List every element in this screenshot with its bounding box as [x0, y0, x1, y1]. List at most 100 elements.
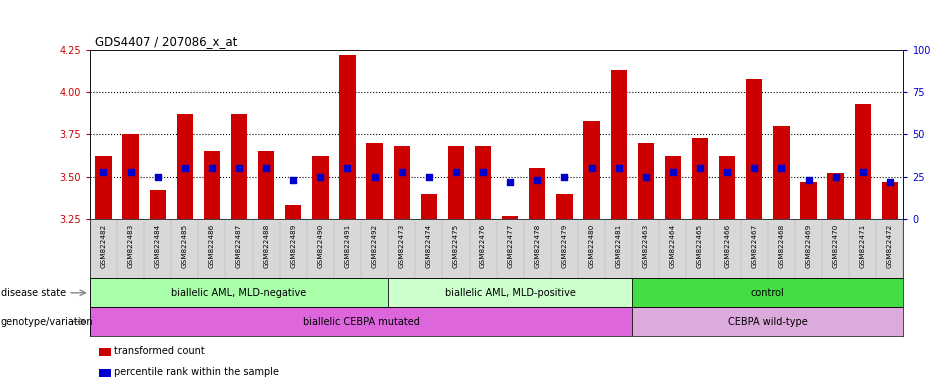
Text: GSM822475: GSM822475 — [453, 223, 459, 268]
Text: GSM822488: GSM822488 — [263, 223, 270, 268]
Bar — [556, 194, 572, 219]
Text: GSM822491: GSM822491 — [344, 223, 351, 268]
Bar — [632, 278, 903, 307]
Bar — [312, 156, 328, 219]
Bar — [584, 121, 600, 219]
Bar — [96, 156, 112, 219]
Point — [313, 174, 328, 180]
Text: GSM822485: GSM822485 — [182, 223, 188, 268]
Text: biallelic CEBPA mutated: biallelic CEBPA mutated — [303, 316, 419, 327]
Text: GSM822490: GSM822490 — [317, 223, 324, 268]
Point — [855, 169, 870, 175]
Text: GSM822489: GSM822489 — [290, 223, 296, 268]
Bar — [800, 182, 816, 219]
Text: GSM822465: GSM822465 — [697, 223, 703, 268]
Bar — [638, 143, 654, 219]
Point — [530, 177, 545, 183]
Bar — [828, 173, 844, 219]
Point — [204, 165, 219, 171]
Point — [258, 165, 273, 171]
Text: GSM822477: GSM822477 — [507, 223, 514, 268]
Point — [774, 165, 789, 171]
Bar — [340, 55, 356, 219]
Point — [150, 174, 166, 180]
Point — [557, 174, 572, 180]
Bar — [149, 190, 166, 219]
Text: genotype/variation: genotype/variation — [1, 316, 94, 327]
Point — [665, 169, 680, 175]
Text: GSM822473: GSM822473 — [398, 223, 405, 268]
Point — [639, 174, 654, 180]
Text: GDS4407 / 207086_x_at: GDS4407 / 207086_x_at — [95, 35, 237, 48]
Text: GSM822492: GSM822492 — [372, 223, 377, 268]
Bar — [285, 205, 302, 219]
Bar — [90, 307, 632, 336]
Point — [883, 179, 898, 185]
Bar — [475, 146, 491, 219]
Bar — [746, 79, 762, 219]
Text: GSM822464: GSM822464 — [670, 223, 676, 268]
Text: GSM822482: GSM822482 — [100, 223, 107, 268]
Text: GSM822480: GSM822480 — [588, 223, 595, 268]
Point — [96, 169, 111, 175]
Text: GSM822476: GSM822476 — [480, 223, 486, 268]
Text: GSM822470: GSM822470 — [832, 223, 839, 268]
Bar — [366, 143, 383, 219]
Bar — [632, 307, 903, 336]
Bar — [529, 168, 546, 219]
Point — [611, 165, 626, 171]
Text: biallelic AML, MLD-negative: biallelic AML, MLD-negative — [171, 288, 307, 298]
Bar — [447, 146, 464, 219]
Bar — [388, 278, 632, 307]
Text: GSM822483: GSM822483 — [128, 223, 133, 268]
Bar — [610, 70, 627, 219]
Bar — [203, 151, 220, 219]
Point — [367, 174, 382, 180]
Text: control: control — [751, 288, 785, 298]
Text: CEBPA wild-type: CEBPA wild-type — [728, 316, 808, 327]
Text: GSM822471: GSM822471 — [860, 223, 866, 268]
Point — [177, 165, 192, 171]
Point — [421, 174, 436, 180]
Bar — [177, 114, 193, 219]
Point — [746, 165, 762, 171]
Text: GSM822486: GSM822486 — [209, 223, 215, 268]
Point — [801, 177, 816, 183]
Point — [476, 169, 491, 175]
Point — [340, 165, 355, 171]
Text: GSM822481: GSM822481 — [616, 223, 622, 268]
Point — [584, 165, 599, 171]
Point — [828, 174, 843, 180]
Bar — [719, 156, 735, 219]
Bar — [854, 104, 871, 219]
Point — [502, 179, 517, 185]
Text: biallelic AML, MLD-positive: biallelic AML, MLD-positive — [445, 288, 576, 298]
Text: GSM822479: GSM822479 — [561, 223, 568, 268]
Bar — [231, 114, 247, 219]
Point — [123, 169, 138, 175]
Bar — [90, 278, 388, 307]
Text: GSM822484: GSM822484 — [154, 223, 161, 268]
Text: GSM822463: GSM822463 — [642, 223, 649, 268]
Bar — [502, 215, 518, 219]
Text: GSM822474: GSM822474 — [426, 223, 432, 268]
Text: percentile rank within the sample: percentile rank within the sample — [114, 367, 279, 377]
Bar — [394, 146, 410, 219]
Bar — [665, 156, 681, 219]
Point — [232, 165, 247, 171]
Text: GSM822466: GSM822466 — [724, 223, 730, 268]
Point — [720, 169, 735, 175]
Point — [286, 177, 301, 183]
Bar — [421, 194, 437, 219]
Point — [394, 169, 410, 175]
Point — [692, 165, 708, 171]
Text: GSM822467: GSM822467 — [751, 223, 758, 268]
Bar — [882, 182, 898, 219]
Text: GSM822469: GSM822469 — [805, 223, 812, 268]
Bar — [258, 151, 274, 219]
Text: GSM822487: GSM822487 — [236, 223, 242, 268]
Text: GSM822472: GSM822472 — [886, 223, 893, 268]
Bar — [773, 126, 790, 219]
Text: transformed count: transformed count — [114, 346, 205, 356]
Text: disease state: disease state — [1, 288, 66, 298]
